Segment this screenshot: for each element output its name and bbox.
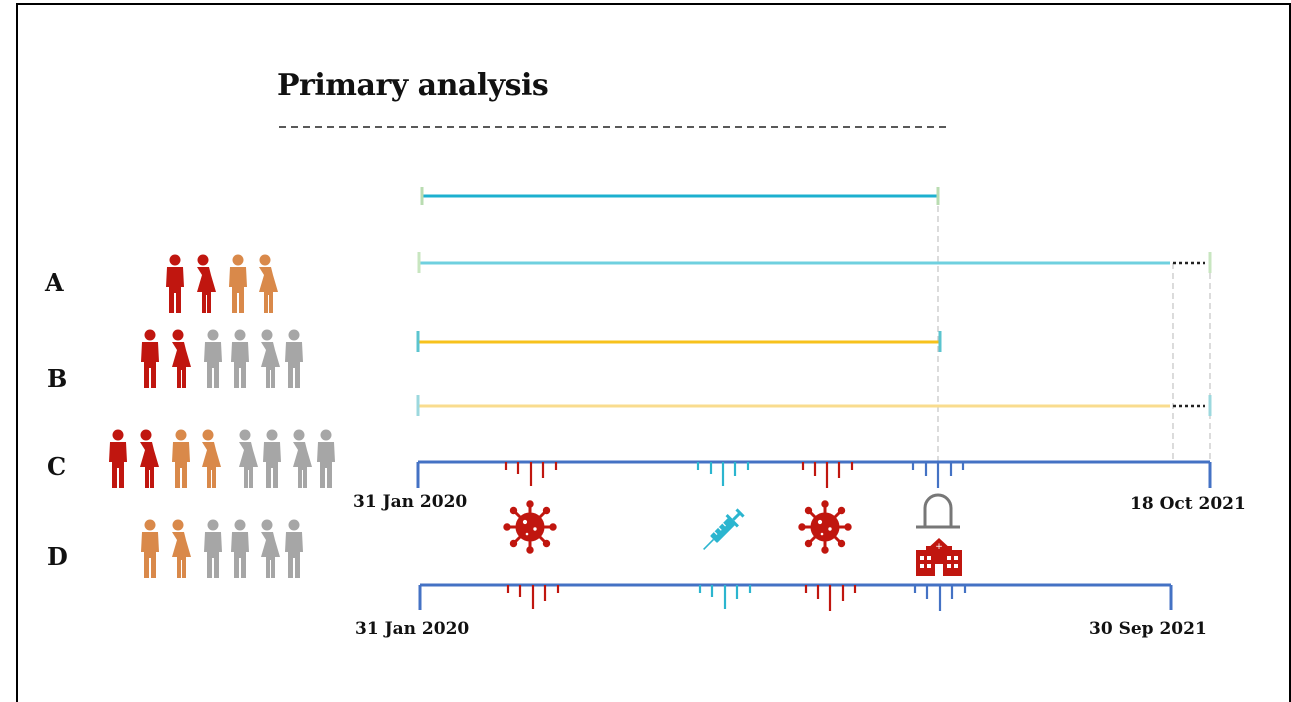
group-d-people	[141, 519, 303, 578]
virus-icon	[502, 499, 558, 555]
group-label-a: A	[45, 268, 64, 297]
group-b-people	[141, 329, 303, 388]
bottom-hospital-ticks	[913, 585, 967, 611]
followup-line-3	[416, 331, 942, 352]
group-c-people	[109, 429, 335, 488]
svg-text:+: +	[935, 542, 943, 552]
top-vaccine-ticks	[696, 462, 750, 486]
bottom-wave2-ticks	[804, 585, 857, 611]
bottom-axis-end-date: 30 Sep 2021	[1089, 619, 1207, 639]
top-hospital-ticks	[911, 462, 965, 488]
syringe-icon	[703, 508, 745, 550]
hospital-icon: +	[916, 538, 962, 576]
figure-frame	[16, 3, 1291, 702]
top-axis-start-date: 31 Jan 2020	[353, 492, 468, 512]
group-label-c: C	[47, 452, 67, 481]
top-wave2-ticks	[801, 462, 854, 488]
page-title: Primary analysis	[277, 68, 549, 103]
ventilator-icon	[916, 493, 960, 529]
bottom-wave1-ticks	[506, 585, 560, 609]
bottom-vaccine-ticks	[698, 585, 752, 609]
group-label-b: B	[47, 364, 68, 393]
followup-line-4	[416, 395, 1212, 416]
followup-line-1	[420, 187, 940, 205]
group-label-d: D	[47, 542, 68, 571]
followup-line-2	[417, 252, 1212, 273]
virus-icon-second-wave	[797, 499, 853, 555]
bottom-axis-start-date: 31 Jan 2020	[355, 619, 470, 639]
top-axis-end-date: 18 Oct 2021	[1130, 494, 1246, 514]
top-wave1-ticks	[504, 462, 558, 486]
group-a-people	[166, 254, 278, 313]
